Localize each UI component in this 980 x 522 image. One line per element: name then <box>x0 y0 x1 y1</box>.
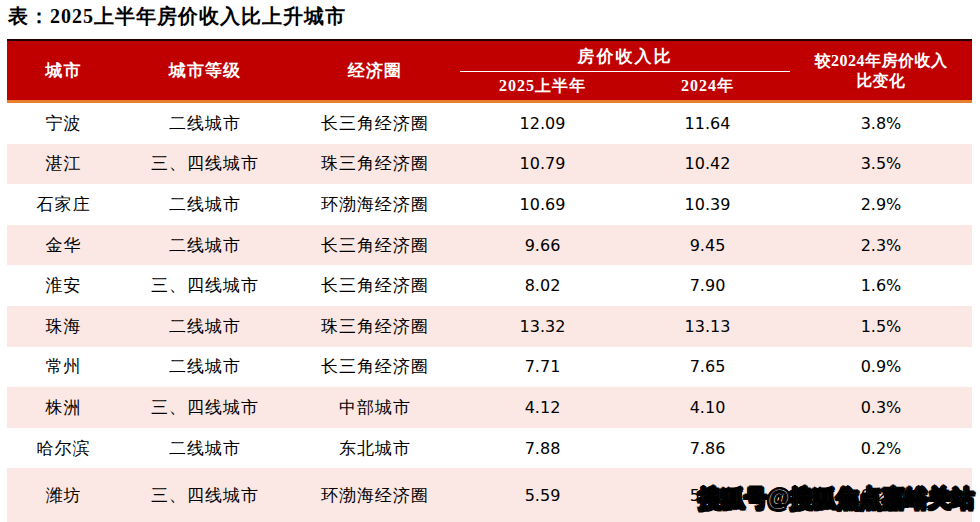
city-cell: 淮安 <box>7 274 120 297</box>
ratio-2024-cell: 10.42 <box>625 154 790 173</box>
circle-cell: 环渤海经济圈 <box>290 193 460 216</box>
ratio-2025h1-cell: 13.32 <box>460 317 625 336</box>
ratio-2025h1-cell: 10.69 <box>460 195 625 214</box>
column-header-change-line2: 比变化 <box>856 71 906 91</box>
ratio-2024-cell: 7.86 <box>625 439 790 458</box>
ratio-2024-cell: 7.65 <box>625 357 790 376</box>
table-row: 淮安 三、四线城市 长三角经济圈 8.02 7.90 1.6% <box>7 265 972 306</box>
ratio-2024-cell: 4.10 <box>625 398 790 417</box>
ratio-2025h1-cell: 8.02 <box>460 276 625 295</box>
column-header-change-line1: 较2024年房价收入 <box>815 51 948 71</box>
city-cell: 宁波 <box>7 112 120 135</box>
ratio-2024-cell: 7.90 <box>625 276 790 295</box>
circle-cell: 珠三角经济圈 <box>290 152 460 175</box>
city-cell: 株洲 <box>7 396 120 419</box>
city-cell: 湛江 <box>7 152 120 175</box>
ratio-2025h1-cell: 12.09 <box>460 114 625 133</box>
column-header-2025h1: 2025上半年 <box>460 72 625 100</box>
circle-cell: 东北城市 <box>290 437 460 460</box>
column-header-2024: 2024年 <box>625 72 790 100</box>
table-body: 宁波 二线城市 长三角经济圈 12.09 11.64 3.8% 湛江 三、四线城… <box>7 103 972 522</box>
change-cell: 0.3% <box>790 398 972 417</box>
column-header-change: 较2024年房价收入 比变化 <box>790 41 972 100</box>
circle-cell: 环渤海经济圈 <box>290 484 460 507</box>
price-income-ratio-table: 城市 城市等级 经济圈 房价收入比 2025上半年 2024年 较2024年房价… <box>7 39 972 522</box>
change-cell: 3.5% <box>790 154 972 173</box>
table-row: 湛江 三、四线城市 珠三角经济圈 10.79 10.42 3.5% <box>7 144 972 185</box>
column-header-tier: 城市等级 <box>120 41 290 100</box>
table-row: 宁波 二线城市 长三角经济圈 12.09 11.64 3.8% <box>7 103 972 144</box>
table-row: 珠海 二线城市 珠三角经济圈 13.32 13.13 1.5% <box>7 306 972 347</box>
column-header-city: 城市 <box>7 41 120 100</box>
sohu-watermark: 搜狐号@搜狐焦点嘉峪关站 <box>699 483 974 514</box>
table-row: 株洲 三、四线城市 中部城市 4.12 4.10 0.3% <box>7 387 972 428</box>
tier-cell: 二线城市 <box>120 112 290 135</box>
circle-cell: 中部城市 <box>290 396 460 419</box>
circle-cell: 长三角经济圈 <box>290 274 460 297</box>
table-row: 金华 二线城市 长三角经济圈 9.66 9.45 2.3% <box>7 225 972 266</box>
tier-cell: 三、四线城市 <box>120 152 290 175</box>
tier-cell: 二线城市 <box>120 315 290 338</box>
tier-cell: 二线城市 <box>120 437 290 460</box>
table-row: 石家庄 二线城市 环渤海经济圈 10.69 10.39 2.9% <box>7 184 972 225</box>
city-cell: 潍坊 <box>7 484 120 507</box>
ratio-2024-cell: 13.13 <box>625 317 790 336</box>
city-cell: 常州 <box>7 355 120 378</box>
change-cell: 3.8% <box>790 114 972 133</box>
ratio-2025h1-cell: 9.66 <box>460 236 625 255</box>
tier-cell: 三、四线城市 <box>120 396 290 419</box>
tier-cell: 二线城市 <box>120 193 290 216</box>
column-group-ratio: 房价收入比 2025上半年 2024年 <box>460 41 790 100</box>
change-cell: 2.9% <box>790 195 972 214</box>
tier-cell: 三、四线城市 <box>120 274 290 297</box>
table-row: 哈尔滨 二线城市 东北城市 7.88 7.86 0.2% <box>7 428 972 469</box>
change-cell: 2.3% <box>790 236 972 255</box>
circle-cell: 长三角经济圈 <box>290 355 460 378</box>
city-cell: 哈尔滨 <box>7 437 120 460</box>
ratio-2024-cell: 10.39 <box>625 195 790 214</box>
change-cell: 1.5% <box>790 317 972 336</box>
change-cell: 0.9% <box>790 357 972 376</box>
ratio-2024-cell: 11.64 <box>625 114 790 133</box>
ratio-2024-cell: 9.45 <box>625 236 790 255</box>
ratio-2025h1-cell: 10.79 <box>460 154 625 173</box>
city-cell: 石家庄 <box>7 193 120 216</box>
city-cell: 金华 <box>7 234 120 257</box>
circle-cell: 珠三角经济圈 <box>290 315 460 338</box>
ratio-2025h1-cell: 4.12 <box>460 398 625 417</box>
change-cell: 1.6% <box>790 276 972 295</box>
change-cell: 0.2% <box>790 439 972 458</box>
ratio-2025h1-cell: 5.59 <box>460 486 625 505</box>
table-header-row: 城市 城市等级 经济圈 房价收入比 2025上半年 2024年 较2024年房价… <box>7 39 972 103</box>
page-title: 表：2025上半年房价收入比上升城市 <box>8 3 346 30</box>
circle-cell: 长三角经济圈 <box>290 112 460 135</box>
ratio-subheaders: 2025上半年 2024年 <box>460 72 790 100</box>
tier-cell: 二线城市 <box>120 234 290 257</box>
ratio-2025h1-cell: 7.88 <box>460 439 625 458</box>
table-row: 常州 二线城市 长三角经济圈 7.71 7.65 0.9% <box>7 347 972 388</box>
circle-cell: 长三角经济圈 <box>290 234 460 257</box>
column-header-ratio-group: 房价收入比 <box>460 41 790 72</box>
tier-cell: 三、四线城市 <box>120 484 290 507</box>
column-header-circle: 经济圈 <box>290 41 460 100</box>
ratio-2025h1-cell: 7.71 <box>460 357 625 376</box>
city-cell: 珠海 <box>7 315 120 338</box>
tier-cell: 二线城市 <box>120 355 290 378</box>
